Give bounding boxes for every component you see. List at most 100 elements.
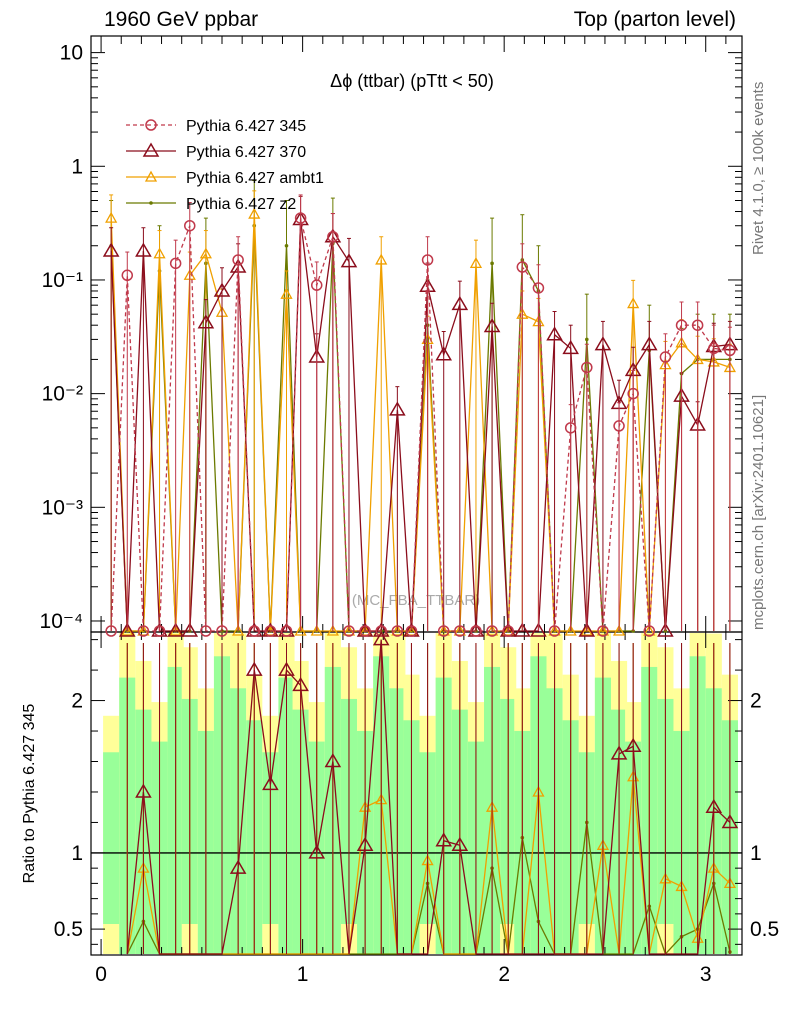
data-point <box>640 336 658 351</box>
data-point <box>135 242 152 257</box>
data-point <box>643 624 656 636</box>
header-right: Top (parton level) <box>573 8 736 31</box>
data-point <box>530 622 547 637</box>
data-point <box>105 625 117 637</box>
data-point <box>486 625 498 637</box>
data-point <box>105 211 118 223</box>
data-point <box>435 346 453 361</box>
data-point <box>610 745 628 760</box>
legend-label: Pythia 6.427 345 <box>186 118 306 135</box>
ratio-y-label: Ratio to Pythia 6.427 345 <box>21 704 38 884</box>
ratio-tick-label: 0.5 <box>54 918 83 941</box>
data-point <box>280 287 293 299</box>
data-point <box>564 422 577 434</box>
ratio-tick-label-right: 1 <box>750 842 762 865</box>
x-tick-label: 2 <box>498 963 510 986</box>
data-point <box>232 624 245 636</box>
data-point <box>294 624 307 636</box>
data-point <box>454 625 466 637</box>
data-point <box>548 625 561 637</box>
data-point <box>102 242 120 257</box>
data-point <box>612 624 626 636</box>
data-point <box>391 625 404 637</box>
data-point <box>184 219 196 232</box>
ratio-tick-label: 2 <box>71 690 83 713</box>
data-point <box>708 342 720 355</box>
data-point <box>200 625 212 637</box>
data-point <box>121 269 134 282</box>
data-point <box>532 282 545 294</box>
data-point <box>421 254 434 266</box>
ratio-uncertainty-bands <box>103 633 738 954</box>
data-point <box>199 247 212 259</box>
data-point <box>324 753 342 768</box>
data-point <box>292 676 309 692</box>
data-point <box>216 625 228 637</box>
ratio-series-p370 <box>126 631 739 955</box>
data-point <box>624 737 642 753</box>
data-point <box>197 314 215 329</box>
y-tick-label: 10⁻⁴ <box>40 610 83 633</box>
data-point <box>144 170 158 182</box>
data-point <box>145 119 157 131</box>
data-point <box>372 631 390 646</box>
data-point <box>627 387 639 400</box>
data-point <box>135 783 152 798</box>
legend: Pythia 6.427 345 Pythia 6.427 370 Pythia 6… <box>126 118 324 213</box>
data-point <box>516 261 529 273</box>
ratio-tick-label: 1 <box>71 842 83 865</box>
data-point <box>594 336 612 351</box>
data-point <box>578 622 596 637</box>
data-point <box>262 775 279 791</box>
data-point <box>469 257 483 268</box>
data-point <box>705 798 723 813</box>
data-point <box>248 207 261 219</box>
data-point <box>564 624 577 636</box>
data-point <box>264 625 277 637</box>
data-point <box>470 625 482 637</box>
data-point <box>437 625 450 637</box>
data-point <box>142 142 160 157</box>
ratio-series-line <box>126 639 731 955</box>
data-point <box>284 243 289 248</box>
data-point <box>167 622 184 637</box>
header-left: 1960 GeV ppbar <box>104 8 259 31</box>
data-point <box>514 622 531 637</box>
data-point <box>389 401 406 416</box>
data-point <box>375 253 388 265</box>
data-point <box>562 339 579 355</box>
y-tick-label: 10 <box>60 42 83 65</box>
data-point <box>245 661 263 676</box>
data-point <box>340 253 358 268</box>
data-point <box>675 319 688 331</box>
data-point <box>169 257 182 270</box>
y-tick-label: 10⁻¹ <box>42 269 83 292</box>
data-point <box>643 625 656 637</box>
data-point <box>280 625 293 637</box>
legend-label: Pythia 6.427 z2 <box>186 196 296 213</box>
legend-label: Pythia 6.427 370 <box>186 144 306 161</box>
data-point <box>691 319 704 331</box>
chart-title: Δϕ (ttbar) (pTtt < 50) <box>330 71 494 91</box>
data-point <box>153 625 166 637</box>
data-point <box>149 201 153 205</box>
y-tick-label: 10⁻² <box>42 383 83 406</box>
data-point <box>613 420 625 432</box>
data-point <box>327 230 339 243</box>
data-point <box>451 295 469 311</box>
data-point <box>232 254 244 266</box>
data-point <box>483 317 501 333</box>
ratio-tick-label-right: 2 <box>750 690 762 713</box>
ratio-y-axis: 2 2 1 1 0.5 0.5 <box>54 639 779 945</box>
data-point <box>627 297 640 309</box>
main-y-axis: 10 1 10⁻¹ 10⁻² 10⁻³ 10⁻⁴ <box>40 42 742 633</box>
data-point <box>453 624 466 636</box>
data-point <box>121 624 134 636</box>
data-point <box>153 247 166 259</box>
data-point <box>490 261 494 266</box>
data-point <box>724 344 736 357</box>
data-point <box>721 813 739 829</box>
data-point <box>294 212 307 224</box>
data-point <box>597 625 609 637</box>
